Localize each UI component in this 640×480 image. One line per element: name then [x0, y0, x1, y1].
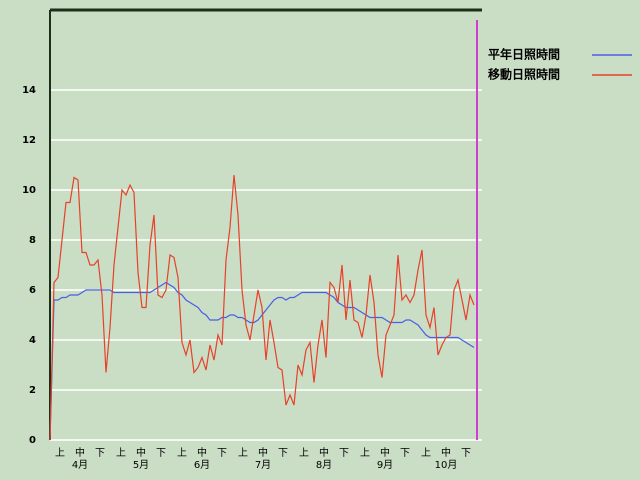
x-tick-label: 上 [360, 447, 370, 459]
y-tick-label: 10 [22, 185, 36, 196]
y-tick-label: 0 [29, 435, 36, 446]
month-label: 4月 [72, 459, 88, 471]
x-tick-label: 上 [238, 447, 248, 459]
x-tick-label: 中 [380, 446, 390, 459]
legend-label: 平年日照時間 [488, 47, 560, 62]
x-tick-label: 上 [116, 447, 126, 459]
x-tick-label: 下 [461, 448, 471, 459]
x-tick-label: 中 [258, 446, 268, 459]
x-tick-label: 下 [217, 448, 227, 459]
x-tick-label: 中 [197, 446, 207, 459]
y-tick-label: 4 [29, 335, 36, 346]
y-tick-label: 12 [22, 135, 36, 146]
legend-label: 移動日照時間 [488, 67, 560, 82]
y-tick-label: 6 [29, 285, 36, 296]
month-label: 8月 [316, 459, 332, 471]
x-tick-label: 中 [136, 446, 146, 459]
y-tick-label: 14 [22, 85, 36, 96]
x-tick-label: 下 [95, 448, 105, 459]
x-tick-label: 上 [421, 447, 431, 459]
month-label: 9月 [377, 459, 393, 471]
x-tick-label: 上 [177, 447, 187, 459]
y-tick-label: 8 [29, 235, 36, 246]
x-tick-label: 中 [75, 446, 85, 459]
month-label: 6月 [194, 459, 210, 471]
x-tick-label: 上 [55, 447, 65, 459]
month-label: 7月 [255, 459, 271, 471]
x-tick-label: 下 [278, 448, 288, 459]
y-tick-label: 2 [29, 385, 36, 396]
x-tick-label: 中 [441, 446, 451, 459]
month-label: 5月 [133, 459, 149, 471]
x-tick-label: 下 [156, 448, 166, 459]
month-label: 10月 [435, 459, 458, 471]
x-tick-label: 下 [339, 448, 349, 459]
x-tick-label: 上 [299, 447, 309, 459]
x-tick-label: 中 [319, 446, 329, 459]
x-tick-label: 下 [400, 448, 410, 459]
series-line [49, 174, 475, 441]
